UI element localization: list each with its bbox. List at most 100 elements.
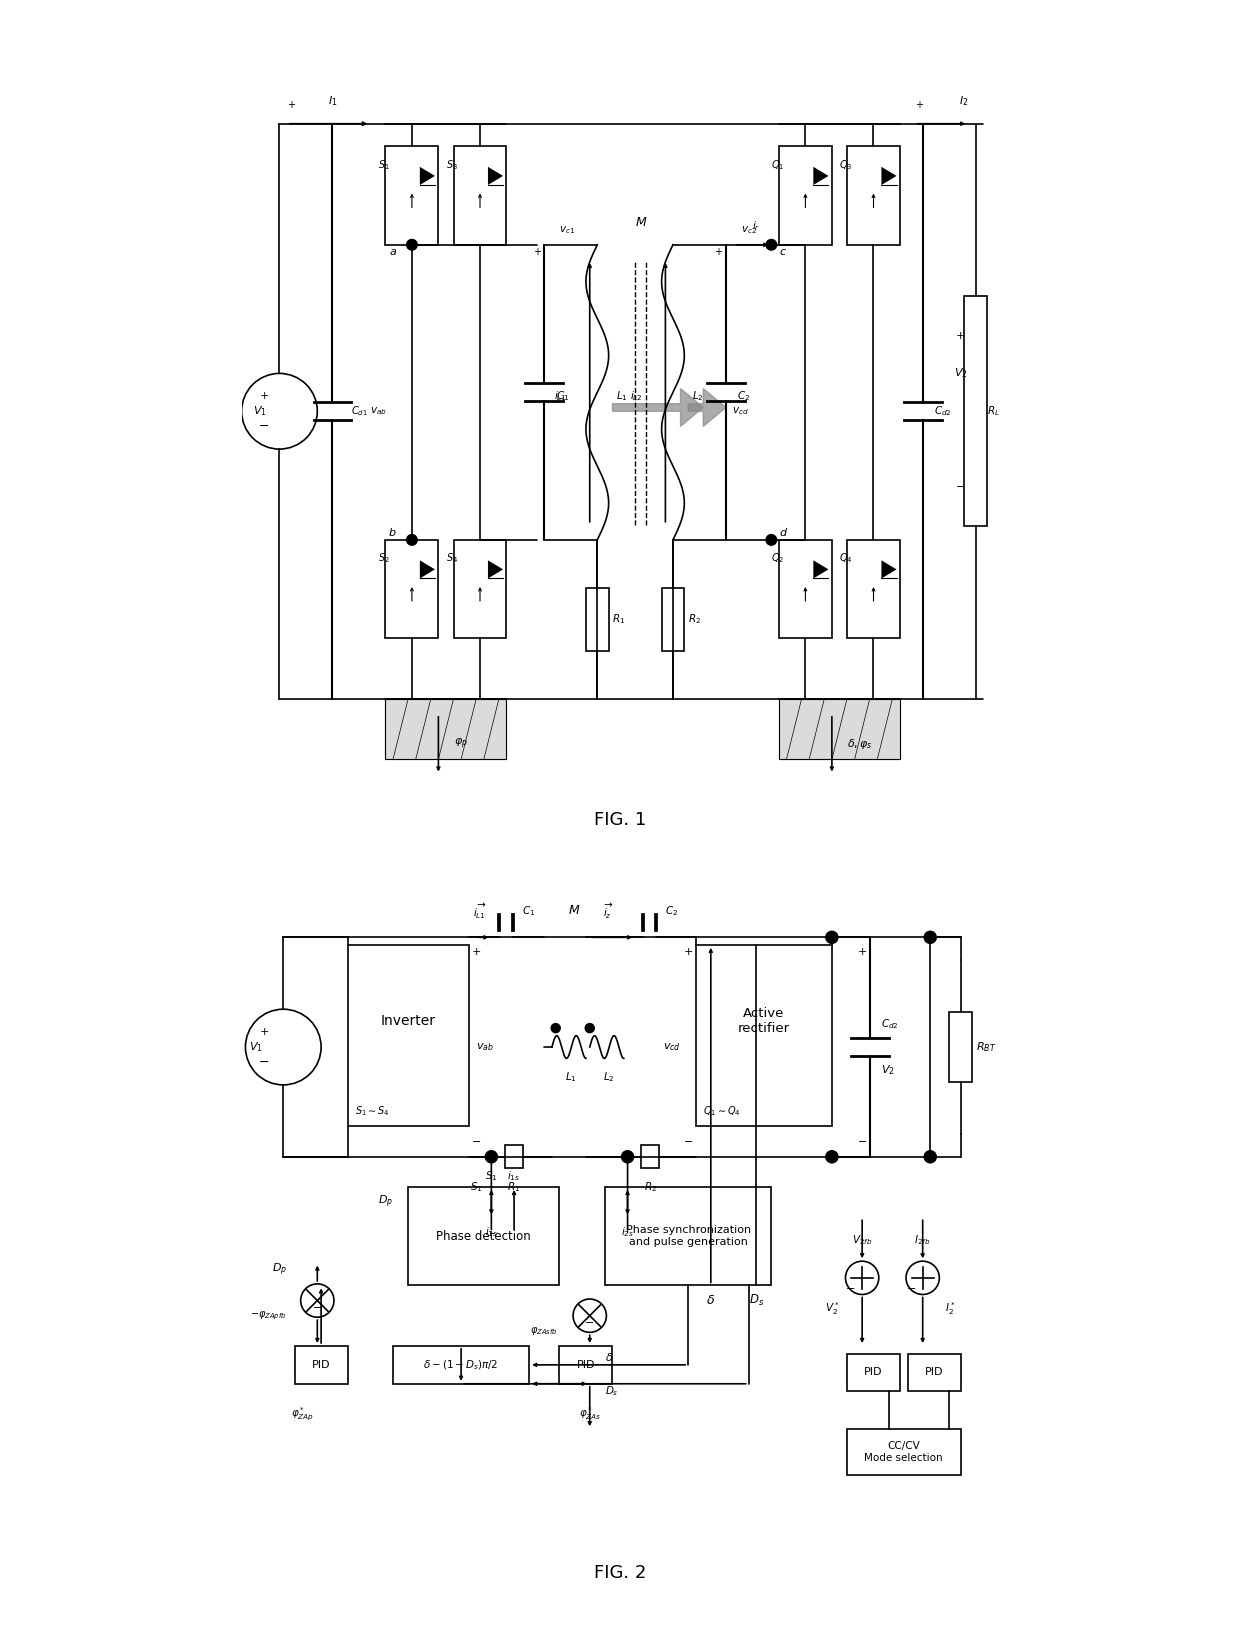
Polygon shape bbox=[489, 166, 503, 184]
Polygon shape bbox=[882, 561, 897, 579]
Text: $Q_1$: $Q_1$ bbox=[771, 158, 785, 171]
Bar bbox=[779, 540, 832, 638]
Bar bbox=[605, 1188, 771, 1285]
Text: $Q_4$: $Q_4$ bbox=[839, 551, 853, 564]
Text: $C_{d2}$: $C_{d2}$ bbox=[934, 405, 952, 418]
Text: $v_{c2}$: $v_{c2}$ bbox=[742, 224, 758, 235]
Text: $S_1$: $S_1$ bbox=[378, 158, 389, 171]
Text: −: − bbox=[259, 419, 269, 433]
Text: $V_2^*$: $V_2^*$ bbox=[825, 1300, 839, 1316]
Text: $R_2$: $R_2$ bbox=[688, 612, 701, 627]
Text: $i_{2s}$: $i_{2s}$ bbox=[621, 1226, 634, 1239]
Text: $i_{1s}$: $i_{1s}$ bbox=[485, 1226, 498, 1239]
Circle shape bbox=[766, 240, 776, 250]
Bar bbox=[949, 1012, 972, 1082]
Circle shape bbox=[407, 240, 417, 250]
Text: +: + bbox=[915, 100, 923, 110]
Circle shape bbox=[485, 1152, 497, 1163]
Text: $\varphi_{ZAsfb}$: $\varphi_{ZAsfb}$ bbox=[531, 1324, 558, 1337]
Bar bbox=[454, 146, 506, 245]
Text: $v_{cd}$: $v_{cd}$ bbox=[662, 1041, 681, 1053]
Text: $v_{c1}$: $v_{c1}$ bbox=[559, 224, 575, 235]
Bar bbox=[662, 587, 684, 651]
Bar bbox=[454, 540, 506, 638]
Bar bbox=[847, 1354, 900, 1392]
Text: +: + bbox=[286, 100, 295, 110]
Text: −: − bbox=[312, 1303, 322, 1313]
Bar bbox=[847, 540, 900, 638]
Polygon shape bbox=[386, 699, 506, 760]
Text: $\overrightarrow{i_{L1}}$: $\overrightarrow{i_{L1}}$ bbox=[474, 901, 487, 921]
Text: $V_2$: $V_2$ bbox=[954, 367, 967, 380]
Polygon shape bbox=[779, 699, 900, 760]
Text: $D_p$: $D_p$ bbox=[378, 1194, 393, 1211]
Text: $C_1$: $C_1$ bbox=[522, 905, 534, 918]
Bar bbox=[587, 587, 609, 651]
Text: $\delta$: $\delta$ bbox=[707, 1295, 715, 1308]
Text: FIG. 2: FIG. 2 bbox=[594, 1564, 646, 1582]
Text: $i_r$: $i_r$ bbox=[753, 219, 760, 232]
Text: $i_{L2}$: $i_{L2}$ bbox=[630, 390, 642, 403]
Text: $V_{2fb}$: $V_{2fb}$ bbox=[852, 1234, 873, 1247]
Text: $i_{L1}$: $i_{L1}$ bbox=[554, 390, 567, 403]
Bar bbox=[386, 146, 439, 245]
Bar bbox=[847, 1430, 961, 1474]
Text: $\delta-(1-D_s)\pi/2$: $\delta-(1-D_s)\pi/2$ bbox=[423, 1359, 498, 1372]
Text: −: − bbox=[857, 1137, 867, 1147]
Circle shape bbox=[826, 931, 838, 943]
Text: $C_1$: $C_1$ bbox=[556, 390, 569, 403]
Text: $R_{BT}$: $R_{BT}$ bbox=[976, 1040, 996, 1054]
Text: $D_p$: $D_p$ bbox=[272, 1262, 286, 1278]
Circle shape bbox=[551, 1023, 560, 1033]
Text: $S_1$: $S_1$ bbox=[470, 1179, 482, 1194]
Text: $C_2$: $C_2$ bbox=[738, 390, 750, 403]
Text: Inverter: Inverter bbox=[381, 1013, 435, 1028]
Text: +: + bbox=[714, 247, 723, 257]
Text: $C_2$: $C_2$ bbox=[666, 905, 678, 918]
Bar bbox=[393, 1346, 529, 1383]
Text: −: − bbox=[683, 1137, 693, 1147]
Text: +: + bbox=[683, 948, 693, 957]
Text: $R_2$: $R_2$ bbox=[644, 1179, 657, 1194]
Text: $b$: $b$ bbox=[388, 526, 397, 538]
Text: $Q_2$: $Q_2$ bbox=[771, 551, 785, 564]
Bar bbox=[295, 1346, 347, 1383]
Text: $I_{2fb}$: $I_{2fb}$ bbox=[914, 1234, 931, 1247]
Text: $\varphi_p$: $\varphi_p$ bbox=[454, 737, 467, 752]
Text: $L_1$: $L_1$ bbox=[616, 390, 627, 403]
Text: $Q_1{\sim}Q_4$: $Q_1{\sim}Q_4$ bbox=[703, 1104, 742, 1119]
Text: $V_2$: $V_2$ bbox=[882, 1063, 895, 1076]
Circle shape bbox=[924, 1152, 936, 1163]
Polygon shape bbox=[613, 388, 703, 426]
Text: $I_2$: $I_2$ bbox=[959, 94, 968, 109]
Polygon shape bbox=[489, 561, 503, 579]
Text: $R_L$: $R_L$ bbox=[987, 405, 999, 418]
Text: −: − bbox=[956, 482, 965, 492]
Circle shape bbox=[766, 535, 776, 544]
Text: $R_1$: $R_1$ bbox=[507, 1179, 521, 1194]
Text: $v_{ab}$: $v_{ab}$ bbox=[476, 1041, 494, 1053]
Text: $c$: $c$ bbox=[779, 247, 787, 257]
Circle shape bbox=[924, 931, 936, 943]
Text: $V_1$: $V_1$ bbox=[253, 405, 267, 418]
Bar bbox=[641, 1145, 660, 1168]
Text: $\delta, \varphi_s$: $\delta, \varphi_s$ bbox=[847, 737, 873, 752]
Text: −: − bbox=[846, 1285, 856, 1295]
Text: $\varphi_{ZAs}^*$: $\varphi_{ZAs}^*$ bbox=[579, 1405, 601, 1423]
Bar bbox=[559, 1346, 613, 1383]
Text: $S_1$: $S_1$ bbox=[485, 1170, 497, 1183]
Polygon shape bbox=[813, 561, 828, 579]
Text: $S_2$: $S_2$ bbox=[378, 551, 389, 564]
Text: +: + bbox=[857, 948, 867, 957]
Text: $\delta$: $\delta$ bbox=[605, 1351, 613, 1364]
Polygon shape bbox=[882, 166, 897, 184]
Text: $v_{ab}$: $v_{ab}$ bbox=[371, 405, 387, 418]
Text: $V_1$: $V_1$ bbox=[249, 1040, 263, 1054]
Bar bbox=[696, 944, 832, 1127]
Text: Phase detection: Phase detection bbox=[436, 1230, 531, 1242]
Text: PID: PID bbox=[925, 1367, 944, 1377]
Text: +: + bbox=[259, 1026, 269, 1036]
Text: PID: PID bbox=[311, 1360, 330, 1370]
Text: $S_3$: $S_3$ bbox=[446, 158, 458, 171]
Text: PID: PID bbox=[864, 1367, 883, 1377]
